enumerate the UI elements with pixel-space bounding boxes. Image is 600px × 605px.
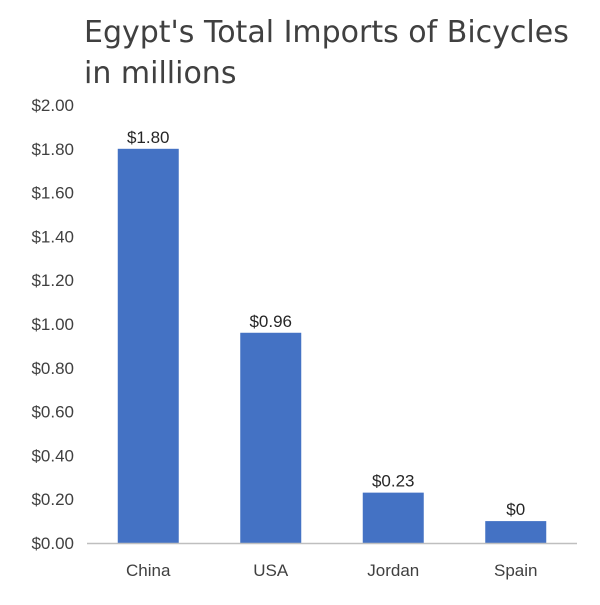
data-labels: $1.80 $0.96 $0.23 $0 [127,128,525,519]
bar-spain [485,521,547,543]
y-tick-label: $1.00 [31,315,74,334]
bars [117,148,547,544]
y-tick-label: $0.00 [31,534,74,553]
y-tick-label: $1.60 [31,184,74,203]
y-tick-label: $1.80 [31,140,74,159]
y-axis-ticks: $0.00 $0.20 $0.40 $0.60 $0.80 $1.00 $1.20 $1.40… [31,96,74,553]
category-label: Spain [494,561,537,580]
y-tick-label: $1.40 [31,227,74,246]
category-label: Jordan [367,561,419,580]
chart-title: Egypt's Total Imports of Bicycles in mil… [84,15,569,91]
category-label: USA [253,561,289,580]
y-tick-label: $1.20 [31,271,74,290]
data-label: $0 [506,500,525,519]
data-label: $0.23 [372,472,415,491]
y-tick-label: $2.00 [31,96,74,115]
bar-jordan [362,492,424,543]
data-label: $1.80 [127,128,170,147]
y-tick-label: $0.60 [31,403,74,422]
bar-china [117,148,179,544]
y-tick-label: $0.20 [31,490,74,509]
category-label: China [126,561,171,580]
category-labels: China USA Jordan Spain [126,561,537,580]
y-tick-label: $0.80 [31,359,74,378]
y-tick-label: $0.40 [31,446,74,465]
data-label: $0.96 [249,312,292,331]
bar-usa [240,332,302,543]
